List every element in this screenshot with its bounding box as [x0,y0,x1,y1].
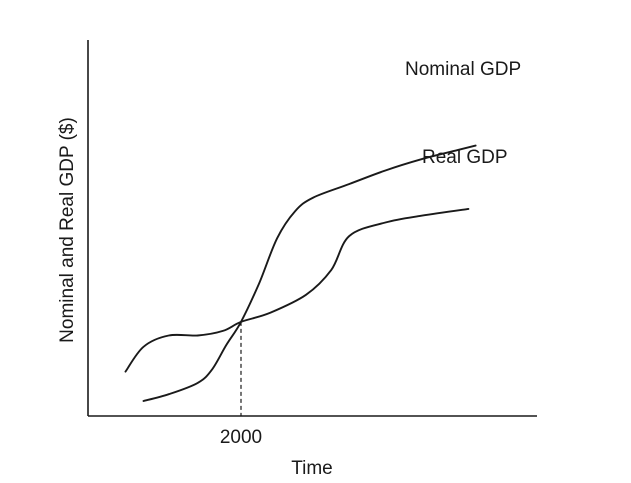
series-label-real-gdp: Real GDP [422,147,508,168]
y-axis-label: Nominal and Real GDP ($) [57,117,78,343]
series-line-real-gdp [124,207,470,373]
x-tick-label: 2000 [220,427,262,448]
x-axis-label: Time [291,458,333,479]
axes [87,40,537,417]
series-label-nominal-gdp: Nominal GDP [405,59,521,80]
series-line-nominal-gdp [142,144,477,402]
